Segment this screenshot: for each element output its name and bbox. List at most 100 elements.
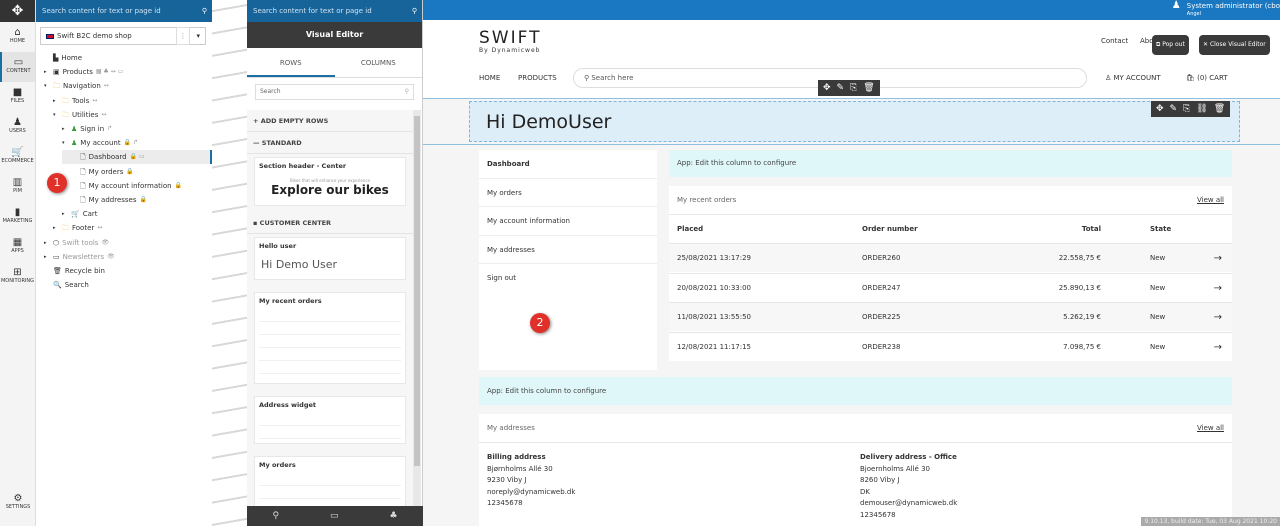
unlink-icon[interactable]: ⛓	[1196, 104, 1208, 114]
delete-icon[interactable]: 🗑	[1213, 104, 1226, 114]
rail-item-marketing[interactable]: ▮ MARKETING	[0, 202, 35, 232]
node-status-icons: ↔	[101, 110, 107, 118]
search-icon[interactable]: ⚲	[411, 7, 417, 15]
tree-node[interactable]: ▸ 🗀 Tools ↔	[53, 94, 97, 108]
move-icon[interactable]: ✥	[1156, 104, 1164, 114]
arrow-right-icon[interactable]: →	[1213, 253, 1222, 264]
expand-arrow-icon[interactable]: ▾	[62, 140, 65, 147]
expand-arrow-icon[interactable]: ▸	[53, 225, 56, 232]
tree-node[interactable]: 🗋 My addresses 🔒	[71, 193, 147, 207]
expand-arrow-icon[interactable]: ▸	[62, 211, 65, 218]
tree-node[interactable]: ▙ Home	[44, 51, 85, 65]
cart-link[interactable]: 🛍 (0) CART	[1186, 74, 1228, 82]
view-all-addresses-link[interactable]: View all	[1196, 424, 1224, 432]
swift-logo[interactable]: SWIFT	[479, 28, 542, 48]
tree-node[interactable]: ▾ ♟ My account 🔒 ↱	[62, 136, 138, 150]
rows-search-input[interactable]: Search ⚲	[255, 84, 414, 100]
row-template-recent-orders[interactable]: My recent orders	[254, 292, 406, 384]
section-standard[interactable]: — STANDARD	[247, 132, 413, 154]
section-customer-center[interactable]: ▪ CUSTOMER CENTER	[247, 212, 413, 234]
link-about[interactable]: Abo	[1140, 37, 1154, 45]
search-icon[interactable]: ⚲	[272, 511, 280, 521]
node-icon: 🗀	[62, 110, 69, 119]
close-visual-editor-button[interactable]: ✕ Close Visual Editor	[1199, 35, 1270, 55]
save-template-icon[interactable]: ⎘	[1183, 104, 1191, 114]
rail-item-ecommerce[interactable]: 🛒 ECOMMERCE	[1, 147, 34, 164]
tree-node[interactable]: ▾ 🗀 Navigation ↔	[44, 79, 109, 93]
tree-node[interactable]: ▸ ▣ Products ▦ ♣ ↔ ▭	[44, 65, 123, 79]
rail-item-users[interactable]: ♟ USERS	[0, 112, 35, 142]
app-placeholder[interactable]: App: Edit this column to configure	[479, 377, 1232, 405]
tree-node[interactable]: ▸ ♟ Sign in ↱	[62, 122, 112, 136]
sidebar-item-dashboard[interactable]: Dashboard	[479, 150, 657, 179]
expand-arrow-icon[interactable]: ▸	[44, 239, 47, 246]
tab-columns[interactable]: COLUMNS	[360, 59, 396, 67]
arrow-right-icon[interactable]: →	[1213, 312, 1222, 323]
rail-item-settings[interactable]: ⚙ SETTINGS	[0, 488, 36, 518]
sidebar-item-my-addresses[interactable]: My addresses	[479, 236, 657, 264]
rail-item-apps[interactable]: ▦ APPS	[0, 232, 35, 262]
sidebar-item-sign-out[interactable]: Sign out	[487, 274, 516, 282]
delete-icon[interactable]: 🗑	[863, 83, 875, 93]
search-icon[interactable]: ⚲	[201, 7, 207, 15]
row-template-section-header[interactable]: Section header - Center Bikes that will …	[254, 157, 406, 206]
rail-item-files[interactable]: ■ FILES	[0, 82, 35, 112]
tree-node[interactable]: 🗑 Recycle bin	[44, 264, 108, 278]
scrollbar[interactable]	[413, 110, 421, 506]
nav-products[interactable]: PRODUCTS	[518, 74, 557, 82]
table-row[interactable]: 20/08/2021 10:33:00 ORDER247 25.890,13 € Ne…	[669, 272, 1232, 302]
monitor-icon[interactable]: ▭	[330, 511, 339, 521]
dynamicweb-logo-icon[interactable]: ✥	[0, 0, 35, 22]
row-template-hello-user[interactable]: Hello user Hi Demo User	[254, 237, 406, 280]
tree-node[interactable]: ▸ ▭ Newsletters 👁	[44, 250, 115, 264]
arrow-right-icon[interactable]: →	[1213, 341, 1222, 353]
tree-node[interactable]: ▸ ⬡ Swift tools 👁	[44, 236, 109, 250]
expand-arrow-icon[interactable]: ▸	[44, 69, 47, 76]
monitor-icon: ▭	[13, 57, 24, 68]
pop-out-button[interactable]: ⧉ Pop out	[1152, 35, 1189, 55]
my-account-link[interactable]: ♙ MY ACCOUNT	[1105, 74, 1161, 82]
edit-icon[interactable]: ✎	[836, 83, 845, 93]
tree-node[interactable]: 🗋 Dashboard 🔒 ▭	[62, 150, 212, 165]
row-template-my-orders[interactable]: My orders	[254, 456, 406, 506]
tree-node[interactable]: 🗋 My account information 🔒	[71, 179, 182, 193]
node-icon: 🗀	[53, 82, 60, 91]
content-search-input[interactable]: Search content for text or page id ⚲	[247, 0, 422, 22]
expand-arrow-icon[interactable]: ▸	[44, 253, 47, 260]
link-contact[interactable]: Contact	[1101, 37, 1129, 45]
tree-node[interactable]: ▾ 🗀 Utilities ↔	[53, 108, 106, 122]
move-icon[interactable]: ✥	[823, 83, 831, 93]
expand-arrow-icon[interactable]: ▾	[44, 83, 47, 90]
save-template-icon[interactable]: ⎘	[850, 83, 858, 93]
app-placeholder[interactable]: App: Edit this column to configure	[669, 150, 1232, 177]
rail-item-pim[interactable]: ▥ PIM	[0, 172, 35, 202]
tab-rows[interactable]: ROWS	[247, 48, 335, 77]
table-row[interactable]: 25/08/2021 13:17:29 ORDER260 22.558,75 € Ne…	[669, 243, 1232, 272]
greeting-row[interactable]: Hi DemoUser ✥ ✎ ⎘ ⛓ 🗑	[423, 98, 1280, 145]
expand-arrow-icon[interactable]: ▾	[53, 111, 56, 118]
tree-node[interactable]: 🗋 My orders 🔒	[71, 165, 134, 179]
website-select[interactable]: Swift B2C demo shop ▾	[40, 27, 206, 45]
sitemap-icon[interactable]: ♣	[389, 511, 398, 521]
tree-node[interactable]: 🔍 Search	[44, 278, 92, 292]
nav-home[interactable]: HOME	[479, 74, 501, 82]
view-all-orders-link[interactable]: View all	[1196, 196, 1224, 204]
content-search-input[interactable]: Search content for text or page id ⚲	[36, 0, 212, 22]
table-row[interactable]: 11/08/2021 13:55:50 ORDER225 5.262,19 € New…	[669, 302, 1232, 331]
tree-node[interactable]: ▸ 🛒 Cart	[62, 207, 101, 221]
add-empty-rows[interactable]: + ADD EMPTY ROWS	[247, 110, 413, 132]
user-menu[interactable]: ♟ System administrator (cbo Angel	[1171, 0, 1280, 18]
expand-arrow-icon[interactable]: ▸	[53, 97, 56, 104]
sidebar-item-my-orders[interactable]: My orders	[479, 179, 657, 207]
rail-item-content[interactable]: ▭ CONTENT	[0, 52, 35, 82]
rail-item-monitoring[interactable]: ⊞ MONITORING	[0, 267, 35, 284]
more-options-button[interactable]: ⋮	[176, 27, 190, 45]
sidebar-item-my-account-information[interactable]: My account information	[479, 207, 657, 236]
edit-icon[interactable]: ✎	[1169, 104, 1178, 114]
row-template-address-widget[interactable]: Address widget	[254, 396, 406, 444]
arrow-right-icon[interactable]: →	[1213, 282, 1222, 294]
rail-item-home[interactable]: ⌂ HOME	[0, 22, 35, 52]
expand-arrow-icon[interactable]: ▸	[62, 126, 65, 132]
table-row[interactable]: 12/08/2021 11:17:15 ORDER238 7.098,75 € New…	[669, 331, 1232, 361]
tree-node[interactable]: ▸ 🗀 Footer ↔	[53, 221, 102, 235]
